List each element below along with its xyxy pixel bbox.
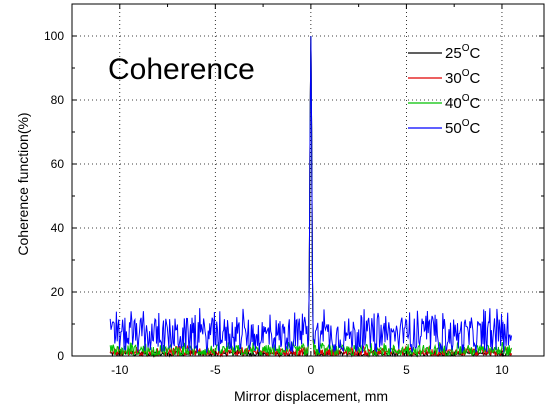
legend-value: 30 — [445, 70, 462, 87]
legend-unit: C — [469, 45, 480, 62]
legend-label-40c: 40OC — [445, 93, 480, 112]
legend-degree-sup: O — [462, 43, 470, 54]
x-tick-label: 5 — [403, 363, 410, 377]
y-tick-label: 0 — [57, 349, 64, 363]
y-tick-label: 20 — [51, 285, 65, 299]
y-tick-label: 40 — [51, 221, 65, 235]
legend-value: 40 — [445, 95, 462, 112]
legend-degree-sup: O — [462, 118, 470, 129]
x-tick-label: -10 — [111, 363, 129, 377]
y-axis-label: Coherence function(%) — [15, 112, 31, 255]
legend-value: 25 — [445, 45, 462, 62]
legend-value: 50 — [445, 120, 462, 137]
legend-label-30c: 30OC — [445, 68, 480, 87]
y-tick-label: 80 — [51, 93, 65, 107]
legend-degree-sup: O — [462, 93, 470, 104]
legend-unit: C — [469, 70, 480, 87]
legend-degree-sup: O — [462, 68, 470, 79]
x-tick-label: -5 — [210, 363, 221, 377]
legend-unit: C — [469, 120, 480, 137]
y-tick-label: 60 — [51, 157, 65, 171]
chart-title: Coherence — [108, 53, 255, 86]
series-line-50c — [109, 35, 512, 353]
grid-lines — [72, 4, 544, 356]
x-axis-label: Mirror displacement, mm — [234, 388, 388, 404]
legend-label-50c: 50OC — [445, 118, 480, 137]
series-group — [109, 35, 512, 358]
x-tick-label: 10 — [495, 363, 509, 377]
x-tick-label: 0 — [308, 363, 315, 377]
legend-unit: C — [469, 95, 480, 112]
legend-label-25c: 25OC — [445, 43, 480, 62]
y-tick-label: 100 — [44, 29, 64, 43]
plot-frame — [71, 3, 545, 357]
